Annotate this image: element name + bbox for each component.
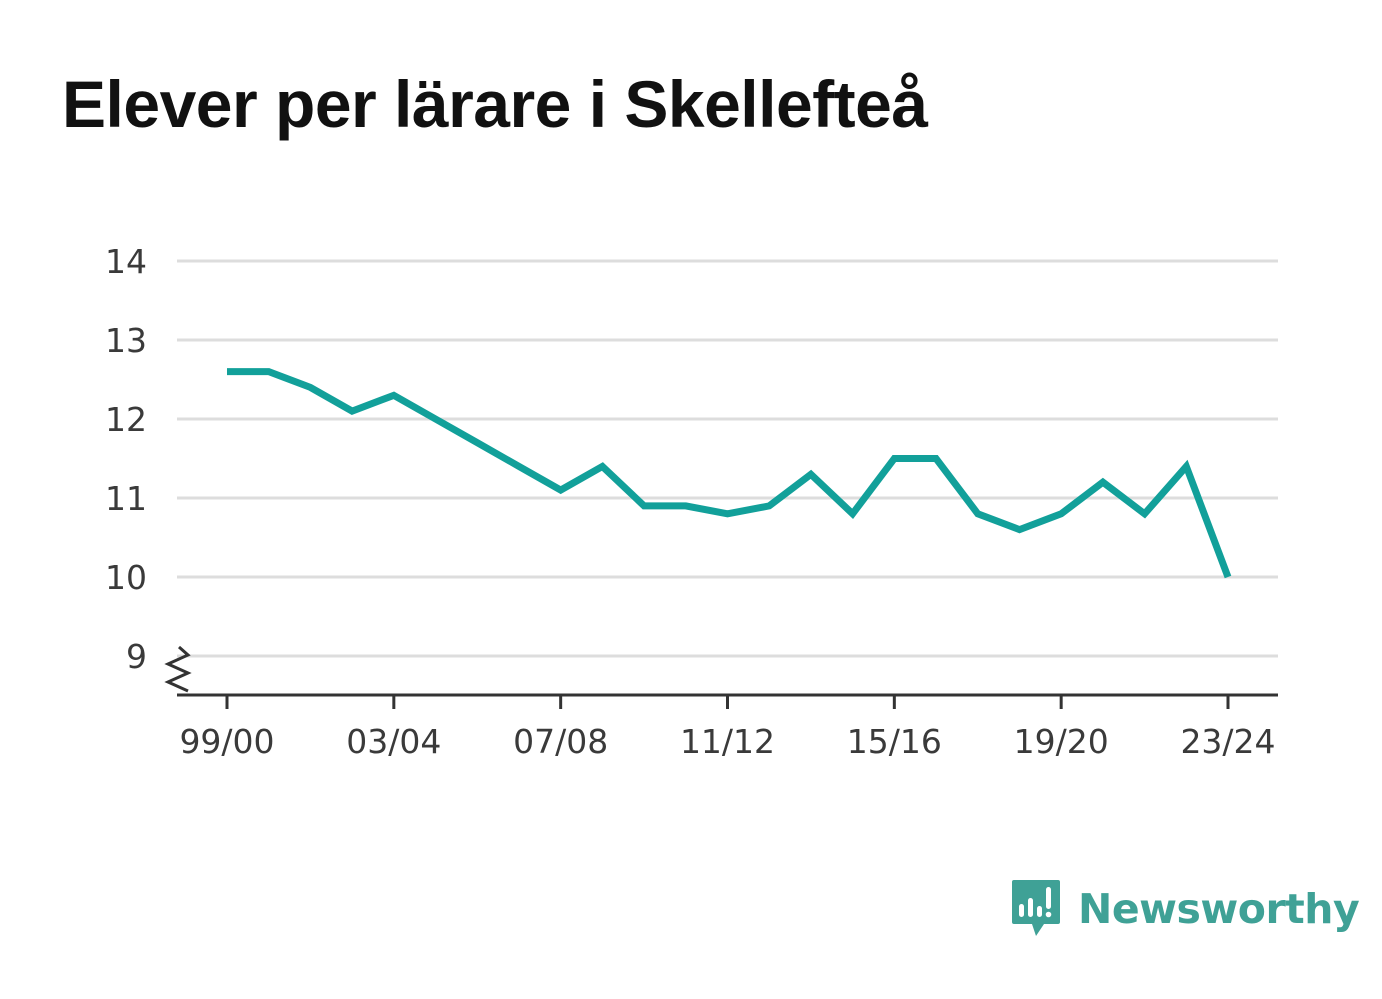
x-tick-label-07/08: 07/08 <box>513 722 608 761</box>
x-tick-label-99/00: 99/00 <box>179 722 274 761</box>
series-line <box>227 368 1232 579</box>
x-tick-label-03/04: 03/04 <box>346 722 441 761</box>
axis-break-icon <box>164 645 192 693</box>
gridlines <box>177 259 1278 658</box>
y-tick-label-12: 12 <box>105 400 147 439</box>
brand-name: Newsworthy <box>1078 885 1360 933</box>
y-axis-ticks: 9 10 11 12 13 14 <box>105 242 192 693</box>
x-tick-label-15/16: 15/16 <box>847 722 942 761</box>
series-group <box>227 368 1232 579</box>
chart-title: Elever per lärare i Skellefteå <box>62 67 928 141</box>
x-tick-label-11/12: 11/12 <box>680 722 775 761</box>
newsworthy-logo-icon <box>1012 880 1060 936</box>
x-axis: 99/00 03/04 07/08 11/12 15/16 19/20 23/24 <box>177 693 1278 761</box>
y-tick-label-10: 10 <box>105 558 147 597</box>
y-tick-label-11: 11 <box>105 479 147 518</box>
x-tick-label-19/20: 19/20 <box>1014 722 1109 761</box>
y-tick-label-13: 13 <box>105 321 147 360</box>
x-tick-label-23/24: 23/24 <box>1180 722 1275 761</box>
y-tick-label-14: 14 <box>105 242 147 281</box>
newsworthy-logo: Newsworthy <box>1010 878 1360 940</box>
y-tick-label-9: 9 <box>126 637 147 676</box>
